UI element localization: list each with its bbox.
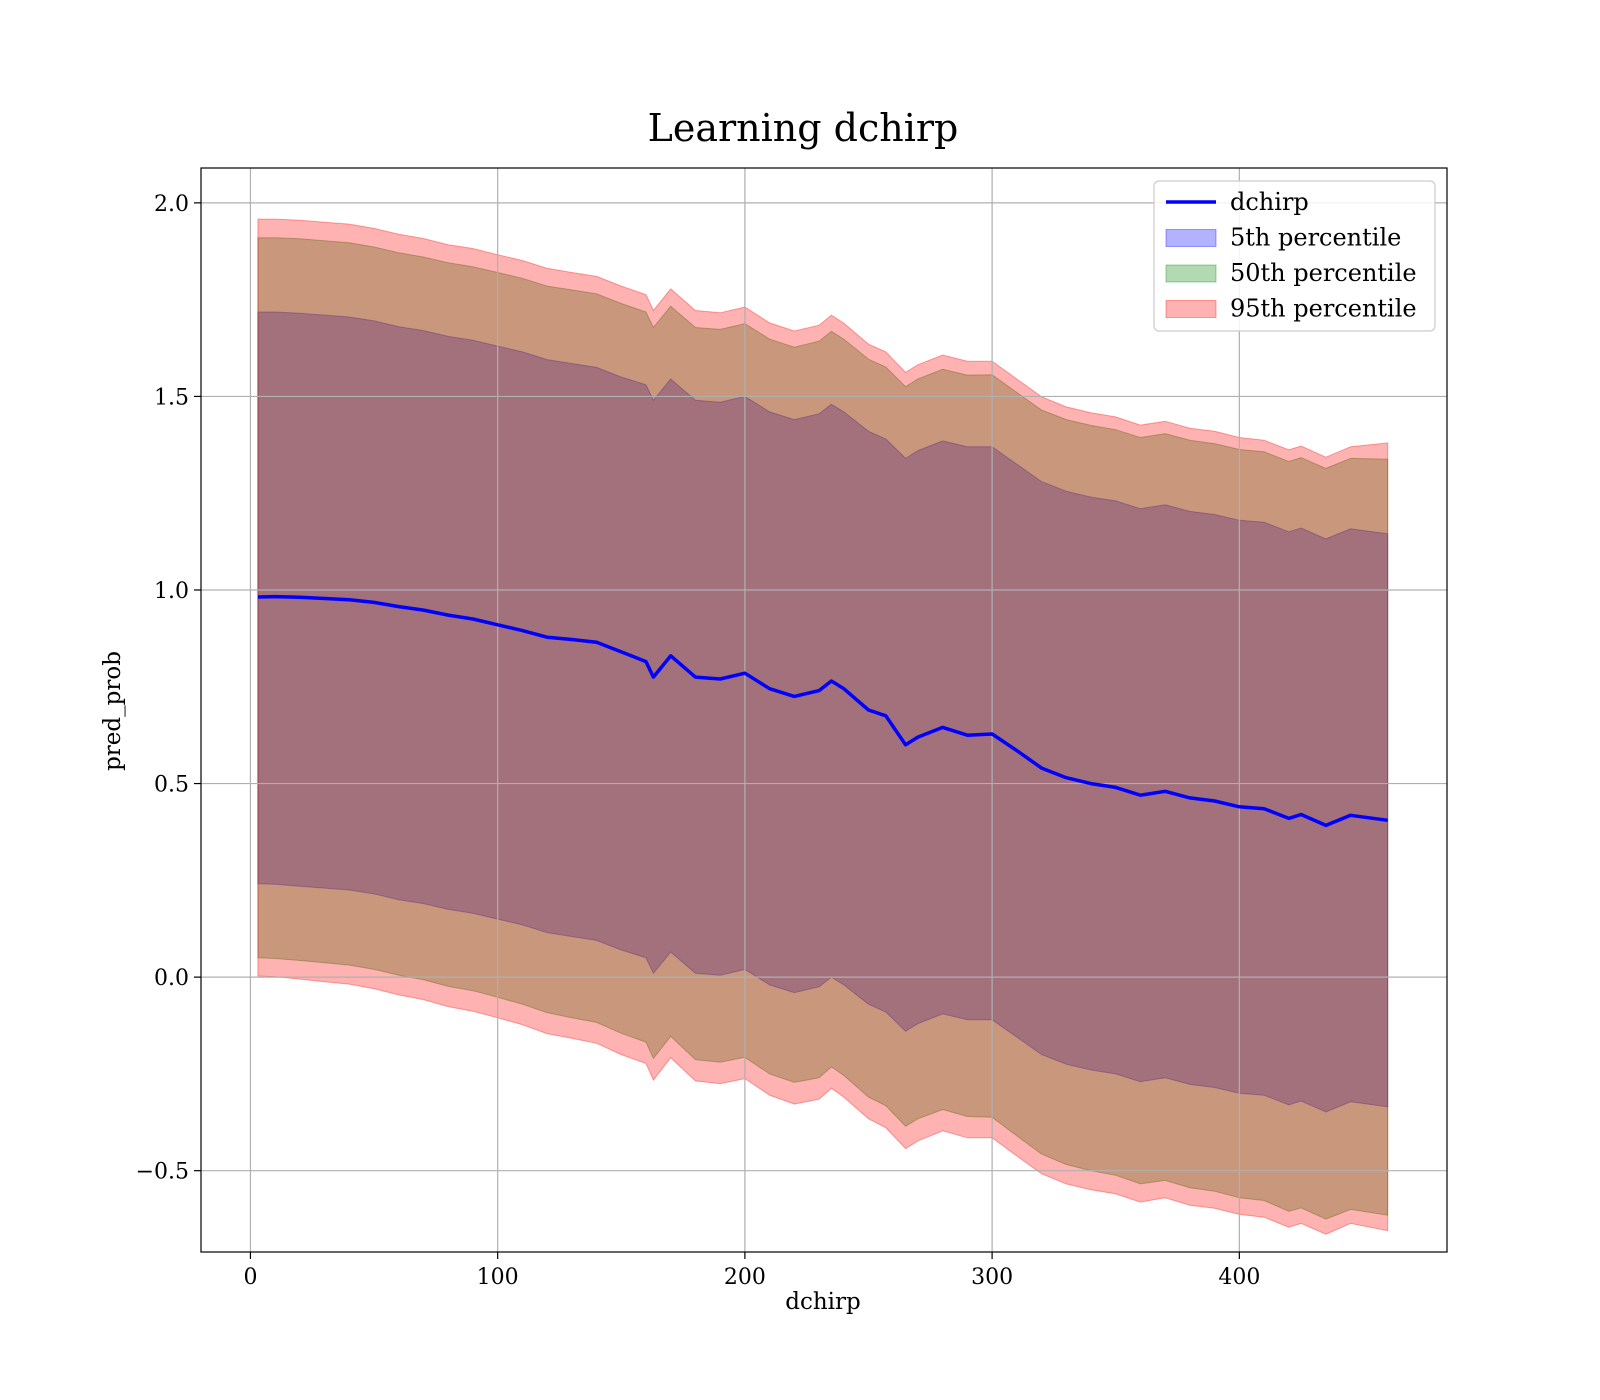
plot-frame [200,167,1448,1253]
chart-title: Learning dchirp [648,106,959,150]
y-tick-label: 0.5 [154,773,189,798]
y-tick-label: 1.5 [154,385,189,410]
x-tick-label: 400 [1218,1265,1260,1290]
band-95th-percentile [257,218,1389,1235]
legend-label: 5th percentile [1230,224,1401,252]
percentile-bands [257,218,1389,1235]
x-axis-label: dchirp [785,1289,861,1315]
band-5th-percentile [257,311,1389,1113]
x-axis-ticks: 0 100 200 300 400 [243,1252,1260,1290]
legend-box [1153,180,1436,332]
legend-swatch [1165,229,1217,247]
legend-swatch [1165,264,1217,283]
band-50th-percentile [257,237,1389,1220]
y-tick-label: 2.0 [154,192,189,217]
legend-label: dchirp [1230,188,1309,216]
legend: dchirp 5th percentile 50th percentile 95th … [1153,180,1436,332]
series-lines [257,594,1388,828]
y-axis-label: pred_prob [100,651,126,771]
x-tick-label: 0 [243,1265,257,1290]
legend-swatch [1165,300,1217,318]
x-tick-label: 200 [724,1265,766,1290]
y-tick-label: 1.0 [154,579,189,604]
y-tick-label: 0.0 [154,966,189,991]
legend-label: 95th percentile [1230,295,1417,323]
y-axis-ticks: −0.5 0.0 0.5 1.0 1.5 2.0 [136,192,201,1185]
series-line-dchirp [257,594,1388,828]
x-tick-label: 300 [971,1265,1013,1290]
y-tick-label: −0.5 [136,1160,189,1185]
x-tick-label: 100 [477,1265,519,1290]
legend-label: 50th percentile [1230,259,1417,287]
